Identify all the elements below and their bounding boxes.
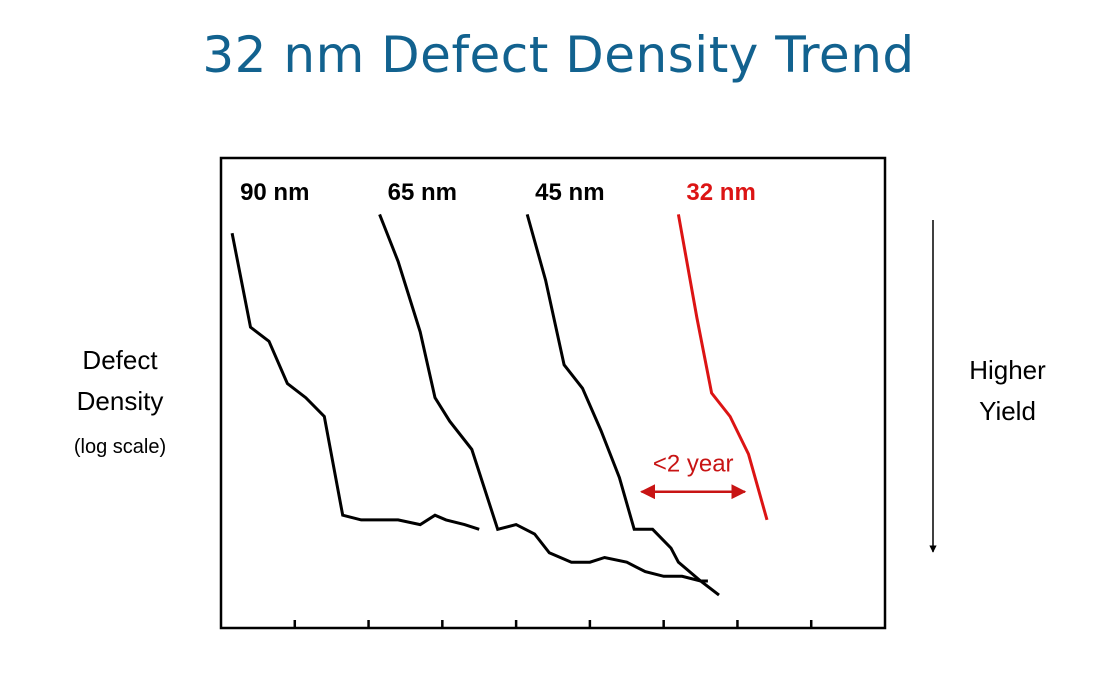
y-axis-label-scale: (log scale): [73, 436, 167, 458]
interval-label: <2 year: [653, 451, 734, 478]
side-label-higher: Higher: [969, 355, 1046, 385]
series-line-45-nm: [525, 213, 720, 597]
series-label-32-nm: 32 nm: [686, 179, 755, 206]
series-label-90-nm: 90 nm: [240, 179, 309, 206]
plot-frame: [219, 156, 887, 630]
series-lines: [230, 213, 769, 597]
y-axis-label-defect: Defect: [82, 345, 158, 375]
interval-annotation: <2 year: [640, 451, 747, 500]
series-line-32-nm: [676, 214, 769, 521]
series-line-90-nm: [230, 232, 480, 531]
page-title: 32 nm Defect Density Trend: [202, 26, 915, 84]
x-axis-ticks: [293, 620, 813, 628]
y-axis-label-density: Density: [76, 386, 164, 416]
series-label-65-nm: 65 nm: [388, 179, 457, 206]
series-labels: 90 nm 65 nm 45 nm 32 nm: [240, 179, 756, 206]
series-line-65-nm: [378, 213, 708, 583]
series-label-45-nm: 45 nm: [535, 179, 604, 206]
side-label-yield: Yield: [979, 396, 1036, 426]
